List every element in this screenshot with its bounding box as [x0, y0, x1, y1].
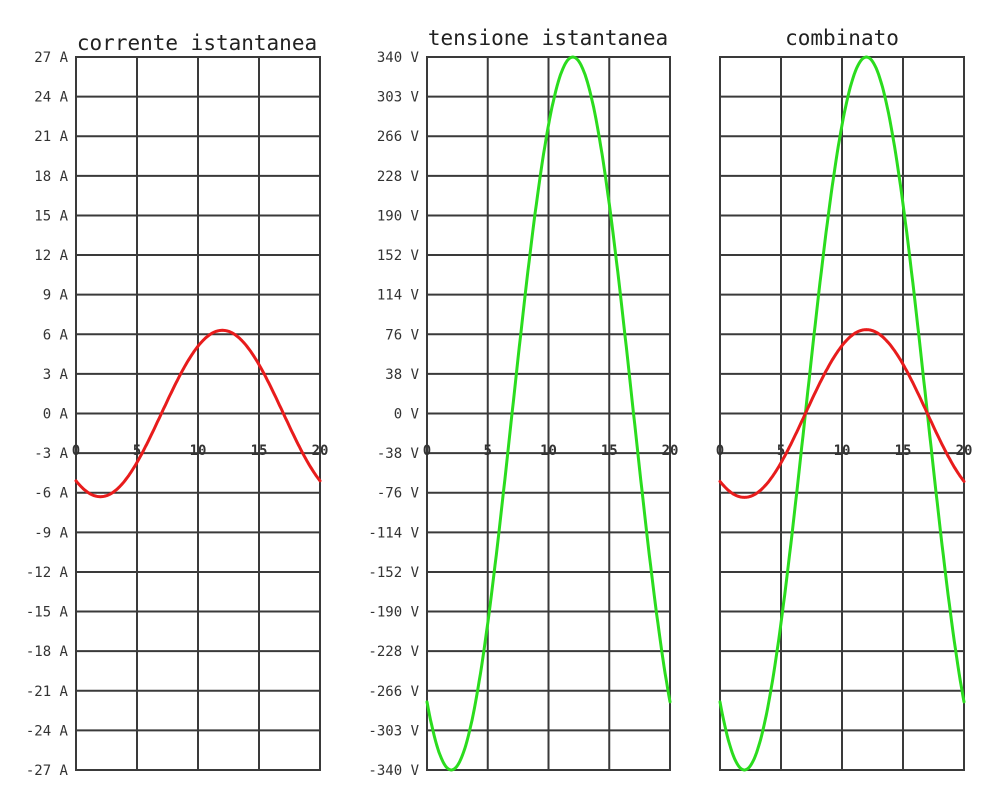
chart-combined: combinato 05101520 [716, 26, 973, 770]
chart-current: corrente istantanea 27 A 24 A 21 A 18 A 15 A… [26, 31, 329, 779]
chart-title-voltage: tensione istantanea [428, 26, 668, 50]
y-tick-label: 18 A [34, 169, 68, 185]
x-tick-label: 0 [72, 443, 80, 459]
y-tick-label: -38 V [377, 446, 420, 462]
y-tick-label: 24 A [34, 90, 68, 106]
y-tick-label: -24 A [26, 723, 69, 739]
y-tick-label: 190 V [377, 208, 420, 224]
x-tick-label: 10 [190, 443, 207, 459]
y-tick-label: -21 A [26, 684, 69, 700]
x-tick-label: 5 [484, 443, 492, 459]
y-tick-label: 152 V [377, 248, 420, 264]
x-tick-label: 15 [251, 443, 268, 459]
y-tick-label: 114 V [377, 288, 420, 304]
y-tick-label: 266 V [377, 129, 420, 145]
y-tick-label: 228 V [377, 169, 420, 185]
y-tick-label: -9 A [34, 525, 68, 541]
y-tick-label: 303 V [377, 90, 420, 106]
chart-title-combined: combinato [785, 26, 899, 50]
y-tick-label: -114 V [368, 525, 419, 541]
y-tick-label: -18 A [26, 644, 69, 660]
y-tick-label: 340 V [377, 50, 420, 66]
y-tick-label: 3 A [43, 367, 69, 383]
y-tick-label: -152 V [368, 565, 419, 581]
y-tick-label: -12 A [26, 565, 69, 581]
y-tick-label: 0 A [43, 407, 69, 423]
chart-title-current: corrente istantanea [77, 31, 317, 55]
y-tick-label: -190 V [368, 605, 419, 621]
x-tick-label: 10 [834, 443, 851, 459]
x-tick-label: 20 [312, 443, 329, 459]
x-tick-label: 15 [895, 443, 912, 459]
y-tick-label: -15 A [26, 605, 69, 621]
x-tick-label: 10 [540, 443, 557, 459]
y-tick-label: -27 A [26, 763, 69, 779]
y-tick-label: -303 V [368, 723, 419, 739]
y-tick-label: 21 A [34, 129, 68, 145]
y-tick-label: -6 A [34, 486, 68, 502]
y-tick-label: -340 V [368, 763, 419, 779]
y-tick-label: -266 V [368, 684, 419, 700]
y-tick-label: 9 A [43, 288, 69, 304]
y-tick-label: 12 A [34, 248, 68, 264]
y-tick-label: -228 V [368, 644, 419, 660]
x-tick-label: 0 [423, 443, 431, 459]
y-tick-label: -76 V [377, 486, 420, 502]
y-tick-label: 0 V [394, 407, 420, 423]
x-tick-label: 20 [662, 443, 679, 459]
x-tick-label: 20 [956, 443, 973, 459]
y-tick-label: 15 A [34, 208, 68, 224]
y-tick-label: -3 A [34, 446, 68, 462]
y-tick-label: 6 A [43, 327, 69, 343]
x-tick-label: 0 [716, 443, 724, 459]
y-tick-label: 76 V [385, 327, 419, 343]
x-tick-label: 15 [601, 443, 618, 459]
y-tick-label: 27 A [34, 50, 68, 66]
chart-voltage: tensione istantanea 340 V 303 V 266 V 228 V… [368, 26, 678, 779]
y-tick-label: 38 V [385, 367, 419, 383]
